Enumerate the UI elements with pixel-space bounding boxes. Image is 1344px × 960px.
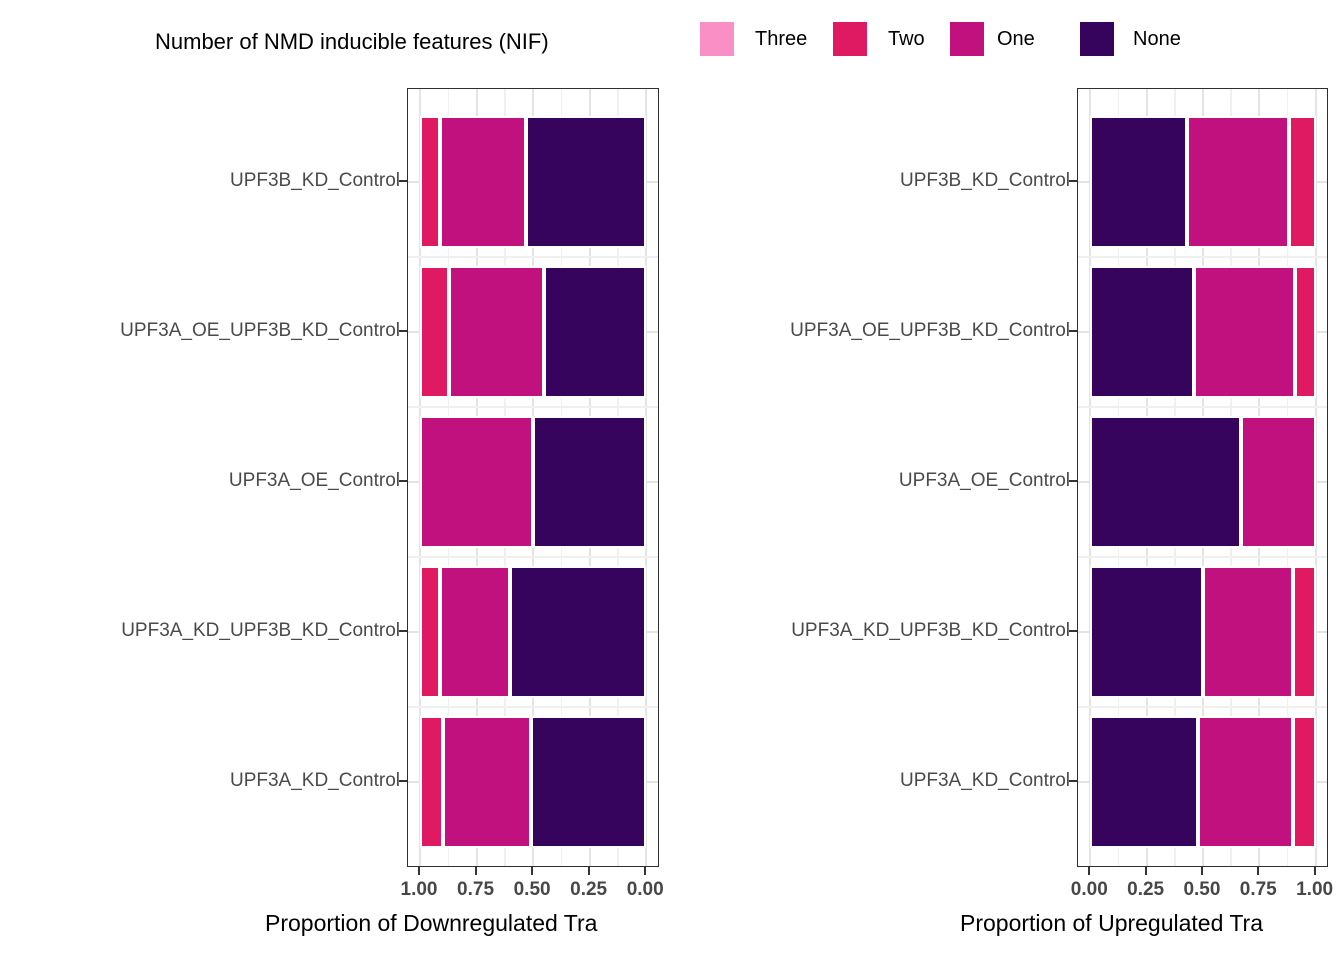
major-gridline	[645, 89, 648, 866]
bar-segment-two	[420, 116, 441, 248]
bar-segment-one	[442, 716, 531, 848]
y-tick-mark	[399, 780, 407, 782]
x-tick-label: 0.50	[1183, 879, 1221, 900]
bar-segment-two	[1293, 716, 1316, 848]
bar-segment-one	[1202, 566, 1294, 698]
y-tick-mark	[399, 480, 407, 482]
minor-gridline	[1078, 256, 1327, 258]
legend-key-two-icon	[833, 22, 867, 56]
y-tick-label: UPF3A_KD_Control	[899, 770, 1070, 791]
y-tick-label: UPF3A_OE_Control	[898, 470, 1070, 491]
downregulated-panel	[407, 88, 659, 867]
bar-segment-one	[420, 416, 534, 548]
bar-segment-two	[1293, 566, 1316, 698]
bar-segment-none	[1090, 716, 1199, 848]
bar-segment-none	[530, 716, 647, 848]
bar-segment-none	[526, 116, 647, 248]
legend-title: Number of NMD inducible features (NIF)	[155, 29, 549, 54]
legend-label-one: One	[997, 28, 1035, 50]
minor-gridline	[408, 706, 658, 708]
downregulated-axis-title: Proportion of Downregulated Tra	[265, 910, 598, 936]
minor-gridline	[408, 406, 658, 408]
y-tick-label: UPF3A_OE_UPF3B_KD_Control	[790, 320, 1070, 341]
x-tick-label: 0.25	[1127, 879, 1165, 900]
legend-key-three-icon	[700, 22, 734, 56]
bar-segment-one	[449, 266, 545, 398]
bar-segment-none	[1090, 566, 1203, 698]
x-tick-label: 0.75	[457, 879, 495, 900]
downregulated-axis-title-clip: Proportion of Downregulated Tra	[0, 906, 703, 950]
upregulated-panel	[1077, 88, 1328, 867]
y-tick-label: UPF3A_OE_Control	[228, 470, 400, 491]
y-tick-mark	[1069, 180, 1077, 182]
minor-gridline	[408, 556, 658, 558]
y-tick-label: UPF3B_KD_Control	[899, 170, 1070, 191]
y-tick-mark	[399, 180, 407, 182]
y-tick-label: UPF3A_KD_UPF3B_KD_Control	[791, 620, 1070, 641]
bar-segment-none	[1090, 266, 1194, 398]
bar-segment-none	[1090, 416, 1242, 548]
x-tick-mark	[644, 867, 647, 875]
x-tick-mark	[1144, 867, 1147, 875]
major-gridline	[1314, 89, 1317, 866]
minor-gridline	[408, 256, 658, 258]
minor-gridline	[1078, 706, 1327, 708]
bar-segment-two	[1288, 116, 1316, 248]
legend-key-one-icon	[950, 22, 984, 56]
y-tick-mark	[1069, 630, 1077, 632]
bar-segment-two	[420, 716, 443, 848]
x-tick-mark	[418, 867, 420, 875]
minor-gridline	[1078, 406, 1327, 408]
bar-segment-one	[440, 116, 527, 248]
y-tick-label: UPF3A_KD_Control	[229, 770, 400, 791]
x-tick-mark	[1257, 867, 1260, 875]
legend-label-two: Two	[888, 28, 925, 50]
bar-segment-two	[1295, 266, 1316, 398]
x-tick-label: 0.50	[513, 879, 551, 900]
bar-segment-one	[1198, 716, 1294, 848]
bar-segment-one	[1241, 416, 1316, 548]
upregulated-axis-title: Proportion of Upregulated Tra	[960, 910, 1264, 936]
y-tick-mark	[1069, 330, 1077, 332]
y-tick-label: UPF3B_KD_Control	[229, 170, 400, 191]
x-tick-label: 1.00	[400, 879, 438, 900]
x-tick-mark	[474, 867, 477, 875]
legend-label-none: None	[1133, 28, 1181, 50]
x-tick-mark	[1200, 867, 1203, 875]
bar-segment-one	[1193, 266, 1296, 398]
y-tick-mark	[1069, 480, 1077, 482]
bar-segment-none	[1090, 116, 1188, 248]
bar-segment-none	[544, 266, 647, 398]
x-tick-mark	[1088, 867, 1091, 875]
bar-segment-two	[420, 566, 441, 698]
x-tick-label: 1.00	[1296, 879, 1334, 900]
bar-segment-one	[1187, 116, 1289, 248]
x-tick-mark	[531, 867, 534, 875]
y-tick-mark	[399, 330, 407, 332]
y-tick-mark	[399, 630, 407, 632]
y-tick-label: UPF3A_OE_UPF3B_KD_Control	[120, 320, 400, 341]
legend-key-none-icon	[1080, 22, 1114, 56]
bar-segment-one	[440, 566, 511, 698]
x-tick-mark	[1313, 867, 1316, 875]
y-tick-label: UPF3A_KD_UPF3B_KD_Control	[121, 620, 400, 641]
upregulated-axis-title-clip: Proportion of Upregulated Tra	[705, 906, 1344, 950]
x-tick-label: 0.75	[1239, 879, 1277, 900]
x-tick-mark	[587, 867, 590, 875]
legend-label-three: Three	[755, 28, 808, 50]
bar-segment-none	[510, 566, 647, 698]
bar-segment-none	[533, 416, 647, 548]
x-tick-label: 0.00	[626, 879, 664, 900]
x-tick-label: 0.00	[1070, 879, 1108, 900]
y-tick-mark	[1069, 780, 1077, 782]
minor-gridline	[1078, 556, 1327, 558]
x-tick-label: 0.25	[570, 879, 608, 900]
bar-segment-two	[420, 266, 450, 398]
